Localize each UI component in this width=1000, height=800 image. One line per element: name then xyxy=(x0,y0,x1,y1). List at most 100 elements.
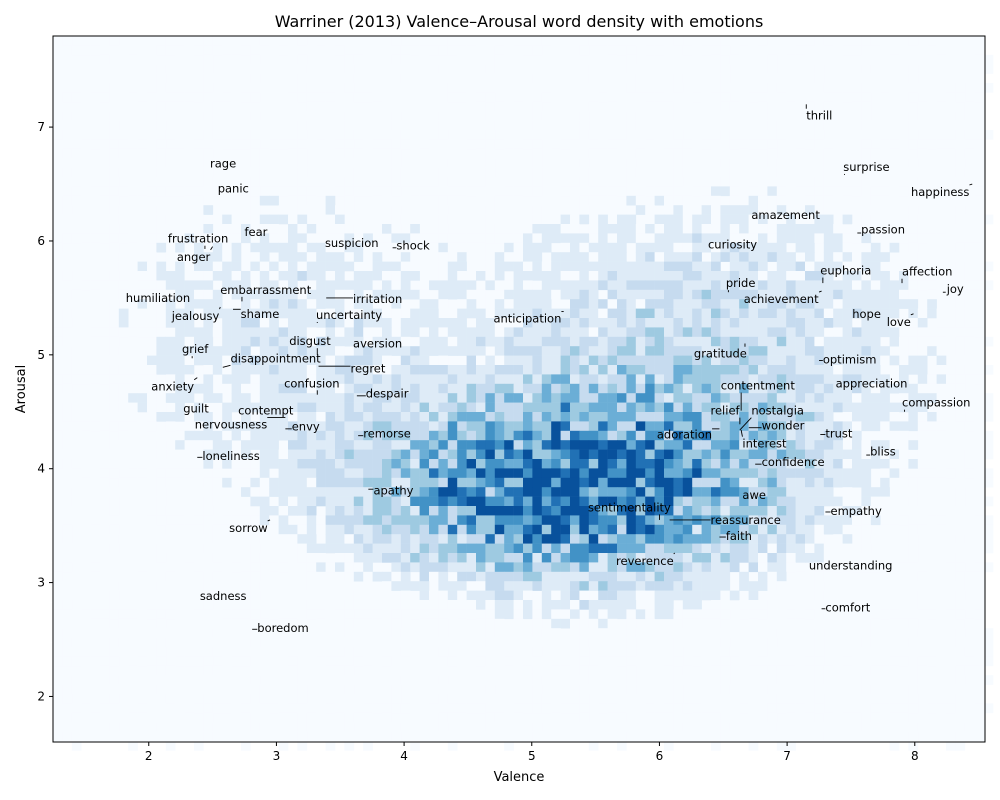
heatmap-cell xyxy=(297,365,308,375)
heatmap-cell xyxy=(692,308,702,319)
heatmap-cell xyxy=(344,308,355,319)
heatmap-cell xyxy=(917,524,928,535)
heatmap-cell xyxy=(306,374,317,385)
heatmap-cell xyxy=(203,712,214,723)
heatmap-cell xyxy=(908,233,919,244)
heatmap-cell xyxy=(100,83,110,93)
heatmap-cell xyxy=(222,280,232,291)
heatmap-cell xyxy=(250,242,261,253)
heatmap-cell xyxy=(579,336,590,347)
heatmap-cell xyxy=(673,496,684,507)
heatmap-cell xyxy=(917,600,928,610)
heatmap-cell xyxy=(560,412,571,422)
heatmap-cell xyxy=(532,271,543,281)
heatmap-cell xyxy=(899,703,909,714)
heatmap-cell xyxy=(353,383,364,394)
heatmap-cell xyxy=(532,355,543,366)
heatmap-cell xyxy=(429,374,439,385)
heatmap-cell xyxy=(805,712,815,723)
heatmap-cell xyxy=(335,365,345,375)
heatmap-cell xyxy=(579,412,590,422)
heatmap-cell xyxy=(748,524,759,535)
heatmap-cell xyxy=(128,459,138,469)
heatmap-cell xyxy=(382,177,392,187)
heatmap-cell xyxy=(899,684,909,695)
heatmap-cell xyxy=(682,553,693,563)
heatmap-cell xyxy=(118,477,129,488)
heatmap-cell xyxy=(917,252,928,262)
heatmap-cell xyxy=(466,365,477,375)
heatmap-cell xyxy=(861,637,872,648)
heatmap-cell xyxy=(222,346,232,356)
heatmap-cell xyxy=(729,280,740,291)
heatmap-cell xyxy=(90,675,101,685)
heatmap-cell xyxy=(523,421,533,432)
heatmap-cell xyxy=(551,571,561,582)
heatmap-cell xyxy=(231,54,242,65)
emotion-label: boredom xyxy=(257,621,308,635)
heatmap-cell xyxy=(551,346,561,356)
heatmap-cell xyxy=(128,600,138,610)
heatmap-cell xyxy=(175,318,185,328)
heatmap-cell xyxy=(551,158,561,168)
heatmap-cell xyxy=(588,449,599,460)
heatmap-cell xyxy=(842,449,853,460)
heatmap-cell xyxy=(692,412,702,422)
heatmap-cell xyxy=(325,280,336,291)
heatmap-cell xyxy=(946,271,956,281)
heatmap-cell xyxy=(598,111,608,121)
heatmap-cell xyxy=(410,289,420,300)
heatmap-cell xyxy=(344,524,355,535)
heatmap-cell xyxy=(598,703,608,714)
heatmap-cell xyxy=(194,158,204,168)
heatmap-cell xyxy=(880,318,890,328)
heatmap-cell xyxy=(485,712,496,723)
heatmap-cell xyxy=(889,609,900,620)
heatmap-cell xyxy=(391,581,402,591)
heatmap-cell xyxy=(184,393,195,403)
heatmap-cell xyxy=(306,487,317,497)
heatmap-cell xyxy=(579,346,590,356)
heatmap-cell xyxy=(194,459,204,469)
heatmap-cell xyxy=(570,468,580,479)
heatmap-cell xyxy=(870,289,881,300)
heatmap-cell xyxy=(607,590,618,601)
heatmap-cell xyxy=(899,618,909,629)
heatmap-cell xyxy=(62,271,73,281)
heatmap-cell xyxy=(269,459,279,469)
heatmap-cell xyxy=(626,402,637,413)
heatmap-cell xyxy=(673,130,684,140)
heatmap-cell xyxy=(852,177,862,187)
heatmap-cell xyxy=(137,346,148,356)
heatmap-cell xyxy=(861,365,872,375)
heatmap-cell xyxy=(391,468,402,479)
heatmap-cell xyxy=(382,543,392,554)
heatmap-cell xyxy=(598,83,608,93)
heatmap-cell xyxy=(466,421,477,432)
heatmap-cell xyxy=(109,318,120,328)
heatmap-cell xyxy=(842,402,853,413)
heatmap-cell xyxy=(758,402,768,413)
heatmap-cell xyxy=(880,289,890,300)
heatmap-cell xyxy=(203,83,214,93)
heatmap-cell xyxy=(786,430,796,441)
heatmap-cell xyxy=(626,346,637,356)
heatmap-cell xyxy=(231,346,242,356)
heatmap-cell xyxy=(513,177,524,187)
heatmap-cell xyxy=(316,393,326,403)
heatmap-cell xyxy=(353,468,364,479)
heatmap-cell xyxy=(353,618,364,629)
heatmap-cell xyxy=(729,496,740,507)
heatmap-cell xyxy=(391,430,402,441)
heatmap-cell xyxy=(203,393,214,403)
heatmap-cell xyxy=(786,534,796,544)
heatmap-cell xyxy=(776,440,787,450)
heatmap-cell xyxy=(739,421,749,432)
heatmap-cell xyxy=(748,487,759,497)
heatmap-cell xyxy=(194,271,204,281)
heatmap-cell xyxy=(880,308,890,319)
heatmap-cell xyxy=(729,242,740,253)
heatmap-cell xyxy=(118,393,129,403)
heatmap-cell xyxy=(62,412,73,422)
